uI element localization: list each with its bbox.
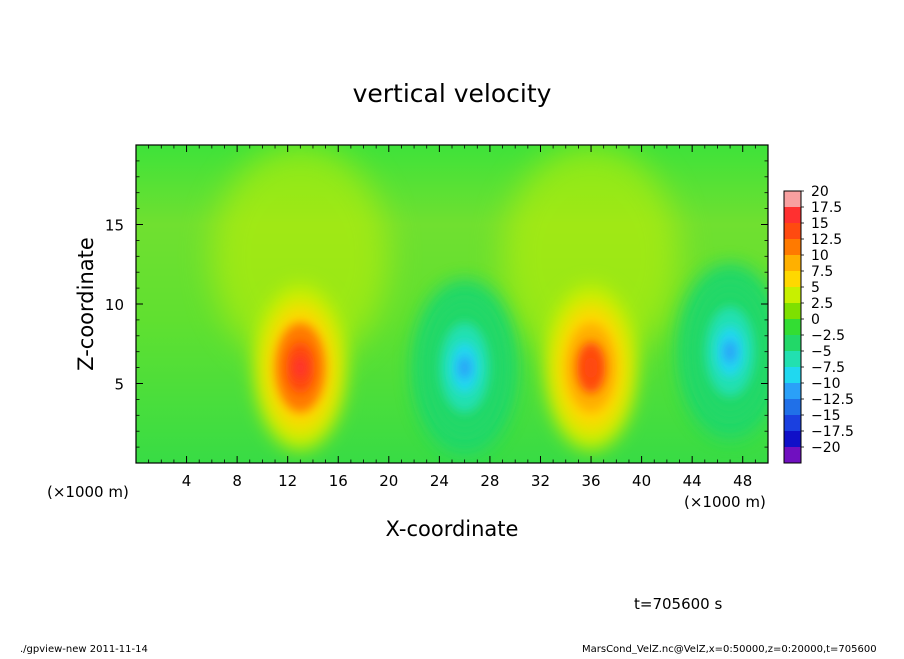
colorbar-swatch bbox=[784, 431, 801, 448]
y-axis-label: Z-coordinate bbox=[74, 237, 98, 371]
x-tick-label: 40 bbox=[632, 472, 651, 490]
x-axis-label: X-coordinate bbox=[386, 517, 519, 541]
footer-right: MarsCond_VelZ.nc@VelZ,x=0:50000,z=0:2000… bbox=[582, 644, 877, 654]
colorbar-label: 20 bbox=[811, 184, 829, 200]
heatmap-field bbox=[136, 145, 768, 463]
colorbar-label: 10 bbox=[811, 248, 829, 264]
colorbar-swatch bbox=[784, 239, 801, 256]
x-tick-label: 8 bbox=[232, 472, 242, 490]
y-tick-label: 15 bbox=[105, 217, 124, 235]
colorbar-swatch bbox=[784, 191, 801, 208]
x-unit-label-right: (×1000 m) bbox=[684, 493, 766, 511]
downdraft-contour bbox=[723, 340, 737, 364]
colorbar-swatch bbox=[784, 399, 801, 416]
colorbar-label: −15 bbox=[811, 408, 841, 424]
colorbar-label: 5 bbox=[811, 280, 820, 296]
colorbar-swatch bbox=[784, 223, 801, 240]
updraft-plume bbox=[211, 145, 389, 368]
colorbar-swatch bbox=[784, 335, 801, 352]
updraft-plume bbox=[502, 145, 680, 368]
colorbar: 2017.51512.5107.552.50−2.5−5−7.5−10−12.5… bbox=[783, 184, 854, 464]
chart-title: vertical velocity bbox=[353, 79, 552, 108]
x-tick-label: 32 bbox=[531, 472, 550, 490]
x-tick-label: 44 bbox=[683, 472, 702, 490]
colorbar-label: −10 bbox=[811, 376, 841, 392]
colorbar-label: −7.5 bbox=[811, 360, 845, 376]
colorbar-label: 12.5 bbox=[811, 232, 842, 248]
colorbar-swatch bbox=[784, 319, 801, 336]
colorbar-label: 15 bbox=[811, 216, 829, 232]
colorbar-swatch bbox=[784, 351, 801, 368]
updraft-contour bbox=[584, 356, 598, 380]
colorbar-label: −12.5 bbox=[811, 392, 854, 408]
x-tick-label: 16 bbox=[329, 472, 348, 490]
x-tick-label: 12 bbox=[278, 472, 297, 490]
colorbar-swatch bbox=[784, 271, 801, 288]
colorbar-swatch bbox=[784, 303, 801, 320]
heatmap-features bbox=[211, 145, 768, 456]
colorbar-swatch bbox=[784, 287, 801, 304]
updraft-contour bbox=[293, 356, 307, 380]
colorbar-frame bbox=[783, 190, 802, 464]
colorbar-swatch bbox=[784, 447, 801, 464]
y-tick-label: 10 bbox=[105, 296, 124, 314]
colorbar-label: −17.5 bbox=[811, 424, 854, 440]
colorbar-label: 0 bbox=[811, 312, 820, 328]
colorbar-label: 2.5 bbox=[811, 296, 833, 312]
colorbar-label: −20 bbox=[811, 440, 841, 456]
x-axis: 4 8 12 16 20 24 28 32 36 40 44 48 bbox=[148, 145, 756, 490]
colorbar-label: −5 bbox=[811, 344, 832, 360]
x-unit-label: (×1000 m) bbox=[47, 483, 129, 501]
downdraft-contour bbox=[458, 356, 472, 380]
colorbar-swatch bbox=[784, 415, 801, 432]
colorbar-label: 17.5 bbox=[811, 200, 842, 216]
x-tick-label: 36 bbox=[581, 472, 600, 490]
colorbar-swatch bbox=[784, 383, 801, 400]
colorbar-label: −2.5 bbox=[811, 328, 845, 344]
x-tick-label: 4 bbox=[182, 472, 192, 490]
colorbar-swatch bbox=[784, 367, 801, 384]
colorbar-swatch bbox=[784, 255, 801, 272]
x-tick-label: 20 bbox=[379, 472, 398, 490]
y-axis: 5 10 15 bbox=[105, 160, 768, 448]
x-tick-label: 24 bbox=[430, 472, 449, 490]
x-tick-label: 48 bbox=[733, 472, 752, 490]
time-label: t=705600 s bbox=[634, 595, 722, 613]
colorbar-swatch bbox=[784, 207, 801, 224]
colorbar-label: 7.5 bbox=[811, 264, 833, 280]
y-tick-label: 5 bbox=[114, 376, 124, 394]
footer-left: ./gpview-new 2011-11-14 bbox=[20, 644, 148, 654]
x-tick-label: 28 bbox=[480, 472, 499, 490]
